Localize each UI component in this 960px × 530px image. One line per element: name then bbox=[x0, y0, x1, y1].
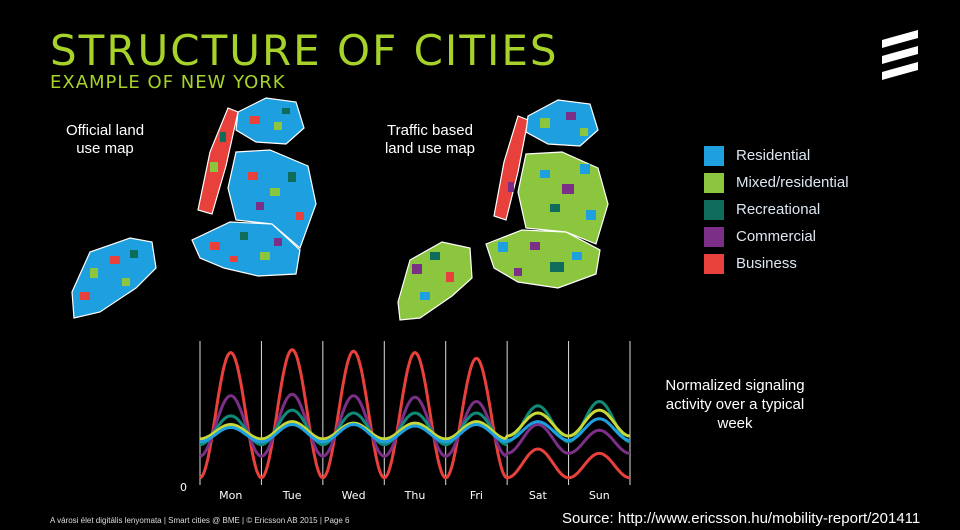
legend-label: Residential bbox=[736, 147, 811, 164]
legend-item-commercial: Commercial bbox=[704, 223, 849, 250]
weekly-signaling-chart: 0 Mon Tue Wed Thu Fri Sat Sun bbox=[180, 341, 631, 502]
x-tick-label: Mon bbox=[219, 489, 242, 502]
legend-label: Business bbox=[736, 255, 797, 272]
y-zero-label: 0 bbox=[180, 481, 187, 494]
x-tick-label: Sat bbox=[529, 489, 548, 502]
legend-item-business: Business bbox=[704, 250, 849, 277]
series-line-4 bbox=[199, 417, 631, 444]
signal-chart-caption: Normalized signaling activity over a typ… bbox=[665, 377, 805, 432]
x-tick-label: Sun bbox=[589, 489, 610, 502]
x-tick-label: Fri bbox=[470, 489, 483, 502]
x-tick-label: Thu bbox=[404, 489, 426, 502]
traffic-map-label: Traffic based land use map bbox=[384, 122, 476, 157]
official-map-label: Official land use map bbox=[65, 122, 145, 157]
legend-item-recreational: Recreational bbox=[704, 196, 849, 223]
legend-swatch bbox=[704, 199, 724, 220]
series-line-0 bbox=[199, 348, 631, 480]
page-subtitle: EXAMPLE OF NEW YORK bbox=[50, 72, 286, 93]
footer-text: A városi élet digitális lenyomata | Smar… bbox=[50, 516, 350, 525]
source-link[interactable]: Source: http://www.ericsson.hu/mobility-… bbox=[562, 510, 921, 527]
legend-item-mixed-residential: Mixed/residential bbox=[704, 169, 849, 196]
x-tick-label: Wed bbox=[342, 489, 366, 502]
legend-item-residential: Residential bbox=[704, 142, 849, 169]
page-title: STRUCTURE OF CITIES bbox=[50, 26, 559, 75]
legend-swatch bbox=[704, 145, 724, 166]
legend-label: Mixed/residential bbox=[736, 174, 849, 191]
traffic-land-use-map bbox=[397, 99, 609, 321]
legend-swatch bbox=[704, 226, 724, 247]
legend-label: Commercial bbox=[736, 228, 817, 245]
series-line-3 bbox=[199, 408, 631, 441]
official-land-use-map bbox=[71, 97, 317, 319]
ericsson-logo-icon bbox=[882, 30, 918, 80]
legend-swatch bbox=[704, 172, 724, 193]
legend-swatch bbox=[704, 253, 724, 274]
legend-label: Recreational bbox=[736, 201, 821, 218]
land-use-legend: Residential Mixed/residential Recreation… bbox=[704, 142, 849, 277]
x-tick-label: Tue bbox=[282, 489, 302, 502]
series-line-1 bbox=[199, 392, 631, 458]
